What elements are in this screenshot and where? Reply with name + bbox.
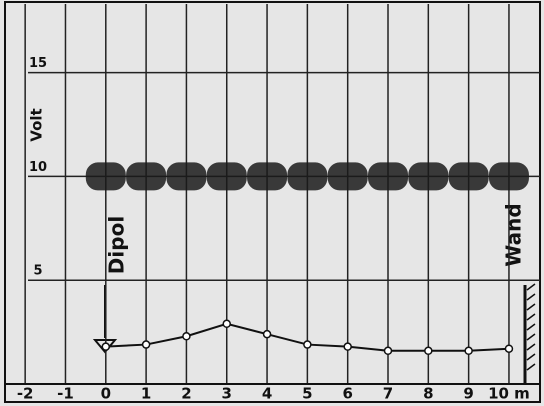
point (344, 343, 351, 350)
x-tick-label: 1 (141, 385, 151, 403)
annotation: Dipol (105, 216, 129, 274)
x-tick-label: 0 (101, 385, 111, 403)
signal-band (247, 162, 287, 190)
signal-band (207, 162, 247, 190)
point (425, 347, 432, 354)
x-tick-label: 5 (302, 385, 312, 403)
y-tick-label: 10 (29, 160, 47, 175)
x-tick-label: 2 (181, 385, 191, 403)
background (0, 0, 544, 406)
signal-band (408, 162, 448, 190)
y-tick-label: 5 (33, 264, 42, 279)
point (183, 333, 190, 340)
signal-band (368, 162, 408, 190)
signal-band (126, 162, 166, 190)
signal-band (449, 162, 489, 190)
x-tick-label: 3 (222, 385, 232, 403)
signal-band (287, 162, 327, 190)
point (385, 347, 392, 354)
signal-band (86, 162, 126, 190)
annotation: Wand (502, 203, 526, 266)
point (264, 331, 271, 338)
point (465, 347, 472, 354)
x-tick-label: 6 (342, 385, 352, 403)
x-tick-label: -1 (57, 385, 74, 403)
signal-band (166, 162, 206, 190)
x-tick-label: 4 (262, 385, 272, 403)
point (102, 343, 109, 350)
x-tick-label: 9 (463, 385, 473, 403)
y-axis-label: Volt (28, 108, 46, 141)
x-tick-label: 10 m (488, 385, 530, 403)
signal-band (328, 162, 368, 190)
point (304, 341, 311, 348)
point (143, 341, 150, 348)
x-tick-label: 7 (383, 385, 393, 403)
signal-band (489, 162, 529, 190)
chart: Volt Dipol Wand -2 -1 0 1 2 3 4 5 6 7 8 9 10 m 5 10 15 (0, 0, 544, 406)
point (223, 320, 230, 327)
y-tick-label: 15 (29, 56, 47, 71)
x-tick-label: -2 (17, 385, 34, 403)
point (505, 345, 512, 352)
x-tick-label: 8 (423, 385, 433, 403)
